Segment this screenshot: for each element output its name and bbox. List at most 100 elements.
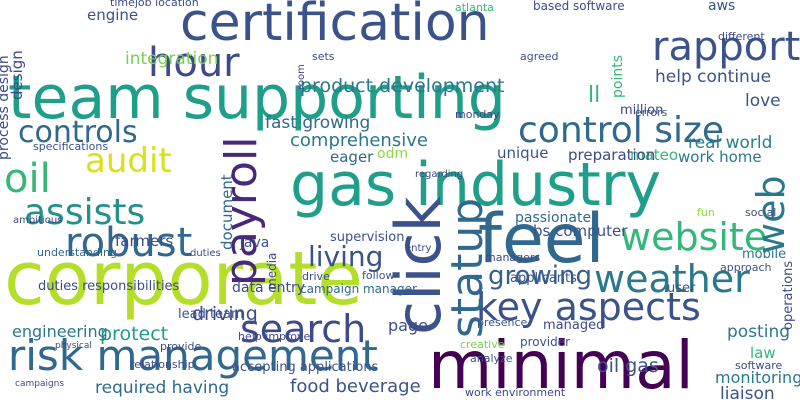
- word: campaigns: [15, 379, 64, 389]
- word: managed: [543, 318, 604, 333]
- word: search: [240, 307, 366, 351]
- word: key aspects: [476, 285, 701, 329]
- word: posting: [727, 322, 790, 342]
- word: mobile: [742, 247, 786, 262]
- word: duties: [190, 248, 221, 259]
- word: odm: [377, 146, 408, 162]
- word: physical: [55, 341, 92, 351]
- word: media: [265, 253, 279, 290]
- word: monday: [455, 108, 500, 121]
- word: lead team: [178, 307, 244, 322]
- word: fun: [697, 206, 715, 219]
- word: atlanta: [455, 1, 494, 14]
- word: gas industry: [290, 150, 661, 220]
- word: points: [610, 55, 626, 98]
- word: fast growing: [265, 113, 370, 133]
- word: oil gas: [597, 355, 659, 377]
- word: weather: [594, 257, 750, 301]
- word: approach: [720, 261, 772, 274]
- word: living: [308, 240, 383, 273]
- word: accepting applications: [232, 360, 379, 375]
- word: work environment: [465, 386, 566, 399]
- word: eager: [330, 148, 374, 166]
- word: passionate: [515, 210, 591, 226]
- word: document: [218, 174, 236, 250]
- word: analyze: [470, 352, 513, 365]
- word: liaison: [720, 384, 775, 400]
- word: page: [388, 316, 428, 335]
- word: robust: [65, 220, 192, 266]
- word: team supporting: [8, 63, 506, 133]
- word: million: [620, 103, 663, 118]
- word: website: [620, 215, 767, 259]
- word: certification: [180, 0, 490, 53]
- word: managers: [485, 251, 540, 264]
- word: audit: [85, 141, 172, 181]
- word: operations: [781, 261, 796, 330]
- word: campaign manager: [300, 282, 417, 296]
- word: design: [8, 50, 26, 100]
- word: applicants: [510, 271, 577, 286]
- word: rapport: [652, 24, 800, 70]
- word: unique: [497, 144, 548, 162]
- word: follow: [362, 269, 394, 282]
- word: engine: [87, 6, 138, 24]
- word: entry: [405, 243, 432, 254]
- word: specifications: [33, 140, 108, 153]
- word: room: [296, 64, 307, 90]
- word: provider: [520, 335, 570, 349]
- word: real world: [688, 133, 772, 153]
- word: help continue: [655, 67, 771, 87]
- word: mateo: [630, 146, 678, 164]
- word: integration: [125, 49, 218, 69]
- word: errors: [635, 106, 668, 119]
- word: presence: [477, 316, 528, 329]
- word: growing: [488, 261, 592, 291]
- word: comprehensive: [290, 130, 428, 151]
- word: work home: [678, 148, 762, 166]
- word: assists: [24, 192, 145, 233]
- word: sets: [312, 50, 335, 63]
- word: web: [749, 175, 793, 254]
- word: feel: [478, 200, 605, 279]
- word: risk management: [8, 331, 378, 380]
- word: preparation: [568, 146, 655, 164]
- word: minimal: [428, 327, 694, 400]
- word: user: [667, 281, 696, 296]
- word: agreed: [520, 50, 559, 63]
- word: duties responsibilities: [38, 279, 180, 294]
- word: engineering: [12, 322, 108, 341]
- word: java: [239, 235, 269, 251]
- word: love: [745, 91, 781, 111]
- word: timejob location: [110, 0, 199, 9]
- word: help improve: [238, 330, 311, 343]
- word: based software: [533, 0, 625, 13]
- word: drive: [302, 270, 330, 283]
- word: controls: [18, 115, 138, 150]
- word: monitoring: [715, 368, 800, 387]
- word: corporate: [4, 236, 363, 322]
- word: click: [382, 196, 455, 335]
- word: regarding: [415, 169, 463, 180]
- word: creative: [460, 338, 505, 351]
- word: required having: [95, 378, 229, 398]
- word: process design: [0, 55, 12, 160]
- word: understanding: [37, 246, 117, 259]
- word: hour: [148, 40, 240, 86]
- word: software: [735, 359, 782, 372]
- word: control size: [518, 110, 724, 151]
- word: social: [745, 206, 776, 219]
- word: ambitious: [13, 215, 62, 226]
- word: provide: [160, 340, 202, 353]
- word: data entry: [232, 280, 305, 296]
- word: farmers: [115, 232, 173, 250]
- word: product development: [300, 75, 504, 97]
- word: payroll: [216, 137, 267, 286]
- word: bs computer: [533, 222, 628, 240]
- word: aws: [708, 0, 735, 14]
- word: relationship: [130, 358, 195, 371]
- word: protect: [100, 323, 168, 345]
- word: statup: [442, 198, 493, 338]
